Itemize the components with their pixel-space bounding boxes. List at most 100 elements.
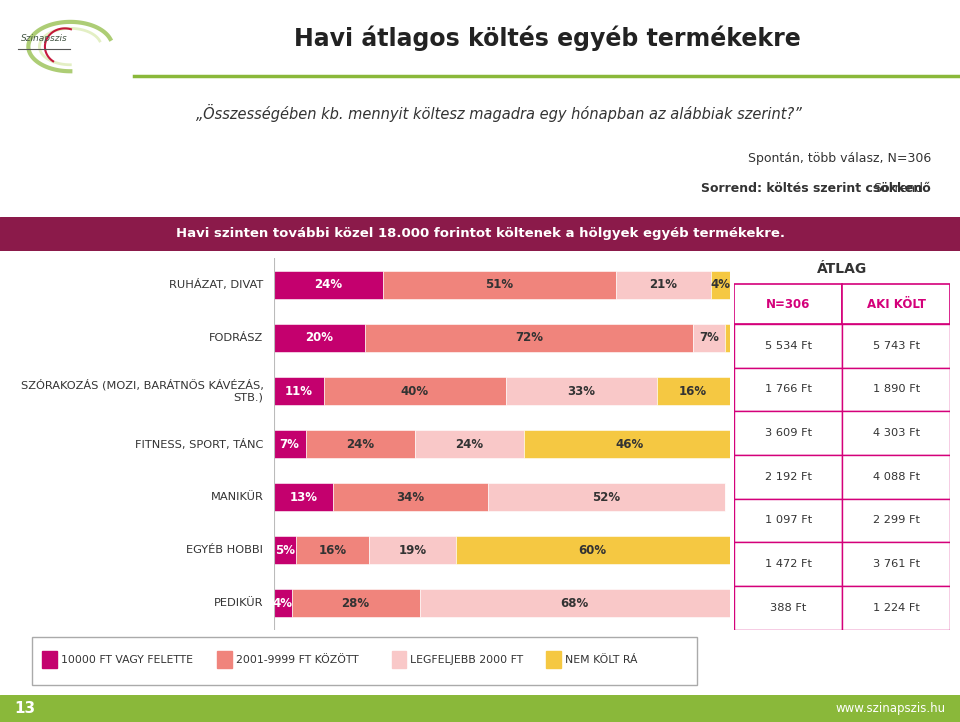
Text: LEGFELJEBB 2000 FT: LEGFELJEBB 2000 FT [411,656,523,665]
Bar [843,324,950,367]
Text: AKI KÖLT: AKI KÖLT [867,297,925,310]
Text: 4%: 4% [710,279,731,292]
Bar [274,536,297,564]
Text: 4%: 4% [273,596,293,609]
Text: ÁTLAG: ÁTLAG [817,262,868,277]
Text: 16%: 16% [679,385,708,398]
Text: Spontán, több válasz, N=306: Spontán, több válasz, N=306 [748,152,931,165]
Text: 16%: 16% [319,544,347,557]
Text: 5 534 Ft: 5 534 Ft [765,341,812,351]
Text: 2 299 Ft: 2 299 Ft [873,516,920,526]
Text: 5%: 5% [275,544,295,557]
Bar [734,455,843,499]
Text: 2001-9999 FT KÖZÖTT: 2001-9999 FT KÖZÖTT [236,656,358,665]
Bar [365,324,693,352]
Bar [734,542,843,586]
Bar [615,271,711,299]
Text: „Összességében kb. mennyit költesz magadra egy hónapban az alábbiak szerint?”: „Összességében kb. mennyit költesz magad… [196,104,803,122]
Text: 24%: 24% [456,438,484,451]
Bar [274,271,383,299]
Text: 3 761 Ft: 3 761 Ft [873,559,920,569]
Bar [456,536,730,564]
Text: 21%: 21% [650,279,678,292]
Text: FITNESS, SPORT, TÁNC: FITNESS, SPORT, TÁNC [135,438,263,450]
Bar [274,589,292,617]
Bar [734,324,843,367]
Text: 72%: 72% [515,331,543,344]
Text: 68%: 68% [561,596,588,609]
Bar [693,324,725,352]
FancyBboxPatch shape [32,637,697,684]
Text: 3 609 Ft: 3 609 Ft [765,428,812,438]
Text: NEM KÖLT RÁ: NEM KÖLT RÁ [565,656,637,665]
Text: 7%: 7% [699,331,719,344]
Bar [292,589,420,617]
Text: Havi szinten további közel 18.000 forintot költenek a hölgyek egyéb termékekre.: Havi szinten további közel 18.000 forint… [176,227,784,240]
Bar [843,542,950,586]
Text: 24%: 24% [347,438,374,451]
Text: RUHÁZAT, DIVAT: RUHÁZAT, DIVAT [169,279,263,290]
Bar [843,586,950,630]
Text: 4 088 Ft: 4 088 Ft [873,471,920,482]
Text: Sorrend:: Sorrend: [874,182,931,195]
Bar [725,324,730,352]
Bar [734,586,843,630]
Bar [734,499,843,542]
Text: Szinapszis: Szinapszis [21,34,67,43]
Text: 20%: 20% [305,331,333,344]
Text: www.szinapszis.hu: www.szinapszis.hu [835,702,946,715]
Text: 46%: 46% [615,438,643,451]
Text: PEDIKÜR: PEDIKÜR [214,598,263,608]
Text: SZÓRAKOZÁS (MOZI, BARÁTNŐS KÁVÉZÁS,
STB.): SZÓRAKOZÁS (MOZI, BARÁTNŐS KÁVÉZÁS, STB.… [20,380,263,403]
Bar [843,499,950,542]
Bar [274,430,305,458]
Text: 1 224 Ft: 1 224 Ft [873,603,920,613]
Bar [524,430,734,458]
Bar [392,651,406,669]
Text: Havi átlagos költés egyéb termékekre: Havi átlagos költés egyéb termékekre [294,26,801,51]
Text: 13%: 13% [289,490,317,503]
Text: 2 192 Ft: 2 192 Ft [765,471,812,482]
Text: 1 890 Ft: 1 890 Ft [873,384,920,394]
Bar [734,412,843,455]
Text: Sorrend: költés szerint csökkenő: Sorrend: költés szerint csökkenő [702,182,931,195]
Bar [506,377,657,405]
Text: 13: 13 [14,701,36,716]
Text: 4 303 Ft: 4 303 Ft [873,428,920,438]
Text: 60%: 60% [579,544,607,557]
Bar [420,589,730,617]
Bar [488,483,725,511]
Text: 1 766 Ft: 1 766 Ft [765,384,812,394]
Bar [217,651,231,669]
Text: 7%: 7% [279,438,300,451]
Bar [274,483,333,511]
Text: FODRÁSZ: FODRÁSZ [209,333,263,343]
Text: N=306: N=306 [766,297,810,310]
Text: EGYÉB HOBBI: EGYÉB HOBBI [186,545,263,555]
Text: 11%: 11% [285,385,313,398]
Bar [734,284,843,324]
Bar [383,271,615,299]
Bar [843,455,950,499]
Text: 388 Ft: 388 Ft [770,603,806,613]
Bar [297,536,370,564]
Bar [324,377,506,405]
Bar [657,377,730,405]
Bar [734,367,843,412]
Bar [333,483,488,511]
Text: 40%: 40% [401,385,429,398]
Bar [415,430,524,458]
Text: 28%: 28% [342,596,370,609]
Bar [546,651,561,669]
Text: 10000 FT VAGY FELETTE: 10000 FT VAGY FELETTE [61,656,193,665]
Text: 24%: 24% [314,279,343,292]
Text: MANIKÜR: MANIKÜR [210,492,263,502]
Bar [274,377,324,405]
Text: 34%: 34% [396,490,424,503]
Text: 1 097 Ft: 1 097 Ft [765,516,812,526]
Text: 33%: 33% [567,385,595,398]
Bar [843,412,950,455]
Bar [843,284,950,324]
Bar [305,430,415,458]
Bar [370,536,456,564]
